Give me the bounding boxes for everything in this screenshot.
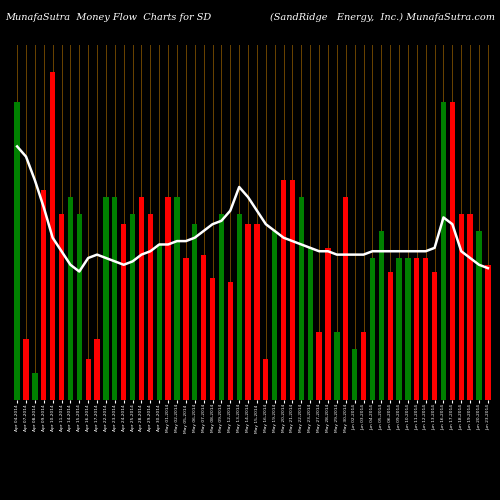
Bar	[396, 258, 402, 400]
Bar	[14, 102, 20, 400]
Bar	[148, 214, 153, 400]
Bar	[281, 180, 286, 400]
Bar	[41, 190, 46, 400]
Bar	[174, 197, 180, 400]
Bar	[166, 197, 171, 400]
Bar	[263, 360, 268, 400]
Bar	[112, 197, 117, 400]
Bar	[370, 258, 375, 400]
Bar	[201, 254, 206, 400]
Bar	[308, 248, 313, 400]
Bar	[334, 332, 340, 400]
Bar	[86, 360, 91, 400]
Bar	[361, 332, 366, 400]
Bar	[94, 339, 100, 400]
Bar	[352, 350, 358, 400]
Bar	[254, 224, 260, 400]
Bar	[183, 258, 188, 400]
Bar	[378, 231, 384, 400]
Bar	[68, 197, 73, 400]
Bar	[343, 197, 348, 400]
Bar	[468, 214, 473, 400]
Bar	[24, 339, 28, 400]
Bar	[104, 197, 108, 400]
Bar	[59, 214, 64, 400]
Bar	[236, 214, 242, 400]
Bar	[316, 332, 322, 400]
Bar	[156, 244, 162, 400]
Bar	[485, 265, 490, 400]
Bar	[130, 214, 135, 400]
Bar	[450, 102, 455, 400]
Text: (SandRidge   Energy,  Inc.) MunafaSutra.com: (SandRidge Energy, Inc.) MunafaSutra.com	[270, 12, 495, 22]
Bar	[32, 373, 38, 400]
Bar	[414, 258, 420, 400]
Bar	[326, 248, 330, 400]
Bar	[441, 102, 446, 400]
Text: MunafaSutra  Money Flow  Charts for SD: MunafaSutra Money Flow Charts for SD	[5, 12, 211, 22]
Bar	[476, 231, 482, 400]
Bar	[192, 224, 198, 400]
Bar	[458, 214, 464, 400]
Bar	[290, 180, 295, 400]
Bar	[139, 197, 144, 400]
Bar	[298, 197, 304, 400]
Bar	[432, 272, 438, 400]
Bar	[423, 258, 428, 400]
Bar	[406, 258, 410, 400]
Bar	[218, 214, 224, 400]
Bar	[210, 278, 215, 400]
Bar	[388, 272, 393, 400]
Bar	[228, 282, 233, 400]
Bar	[121, 224, 126, 400]
Bar	[76, 214, 82, 400]
Bar	[50, 72, 56, 400]
Bar	[246, 224, 250, 400]
Bar	[272, 231, 278, 400]
